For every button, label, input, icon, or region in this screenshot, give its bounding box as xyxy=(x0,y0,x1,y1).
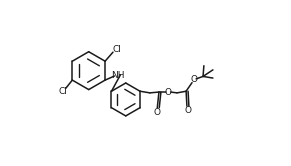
Text: O: O xyxy=(164,87,171,97)
Text: O: O xyxy=(191,75,198,84)
Text: Cl: Cl xyxy=(112,45,121,54)
Text: Cl: Cl xyxy=(58,87,67,96)
Text: NH: NH xyxy=(111,71,124,80)
Text: O: O xyxy=(154,108,161,117)
Text: O: O xyxy=(184,106,191,115)
